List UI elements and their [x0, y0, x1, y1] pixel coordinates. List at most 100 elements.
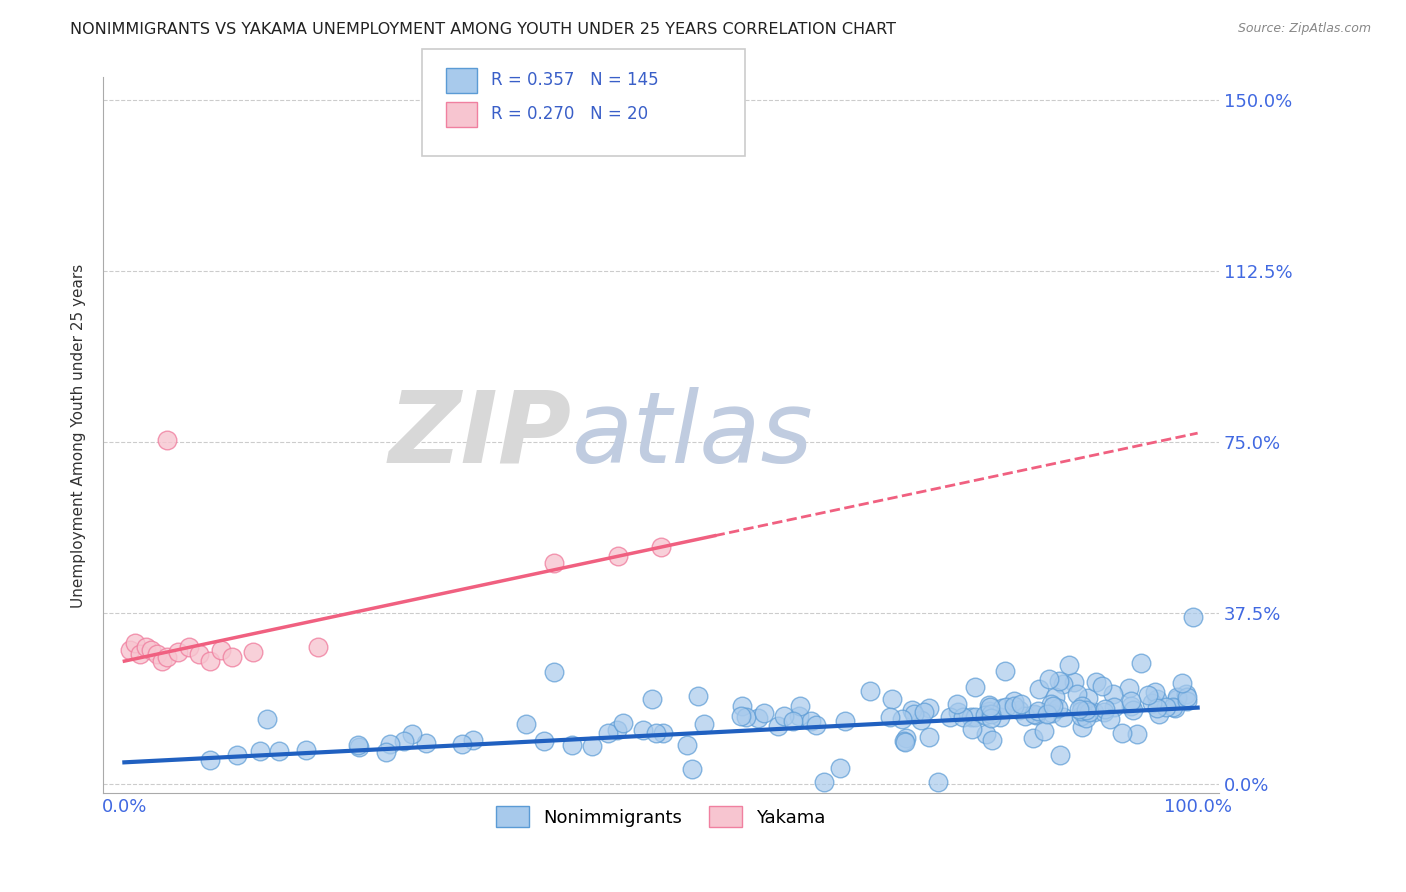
Point — [979, 698, 1001, 713]
Point — [804, 718, 827, 732]
Point — [256, 712, 278, 726]
Point — [945, 697, 967, 711]
Point — [675, 738, 697, 752]
Point — [1052, 677, 1074, 691]
Point — [1046, 701, 1069, 715]
Point — [901, 703, 924, 717]
Point — [1166, 690, 1188, 705]
Point — [543, 665, 565, 679]
Point — [515, 716, 537, 731]
Point — [156, 649, 179, 664]
Point — [988, 710, 1011, 724]
Point — [392, 734, 415, 748]
Point — [1121, 694, 1143, 708]
Point — [980, 707, 1002, 722]
Point — [612, 715, 634, 730]
Point — [965, 709, 987, 723]
Point — [135, 640, 157, 655]
Point — [1149, 707, 1171, 722]
Point — [894, 735, 917, 749]
Text: Source: ZipAtlas.com: Source: ZipAtlas.com — [1237, 22, 1371, 36]
Point — [1047, 674, 1070, 689]
Point — [782, 714, 804, 728]
Point — [1144, 685, 1167, 699]
Point — [963, 681, 986, 695]
Point — [633, 723, 655, 737]
Point — [1174, 687, 1197, 701]
Point — [1052, 710, 1074, 724]
Point — [249, 744, 271, 758]
Point — [1002, 699, 1025, 714]
Point — [789, 699, 811, 714]
Point — [813, 775, 835, 789]
Point — [1083, 705, 1105, 719]
Point — [177, 640, 200, 655]
Point — [145, 647, 167, 661]
Point — [766, 719, 789, 733]
Point — [225, 748, 247, 763]
Point — [1092, 705, 1115, 719]
Point — [859, 684, 882, 698]
Point — [1077, 691, 1099, 706]
Point — [1137, 688, 1160, 702]
Point — [209, 642, 232, 657]
Point — [893, 734, 915, 748]
Point — [156, 433, 179, 447]
Point — [960, 710, 983, 724]
Point — [150, 654, 173, 668]
Point — [1077, 705, 1099, 719]
Point — [415, 736, 437, 750]
Point — [894, 731, 917, 745]
Point — [974, 727, 997, 741]
Point — [463, 732, 485, 747]
Point — [731, 698, 754, 713]
Point — [1070, 704, 1092, 718]
Point — [952, 709, 974, 723]
Point — [977, 704, 1000, 718]
Point — [221, 649, 243, 664]
Point — [596, 726, 619, 740]
Point — [772, 709, 794, 723]
Point — [1007, 703, 1029, 717]
Point — [973, 708, 995, 723]
Point — [800, 714, 823, 728]
Point — [1070, 720, 1092, 734]
Point — [1028, 681, 1050, 696]
Point — [1074, 711, 1097, 725]
Point — [543, 556, 565, 570]
Point — [650, 540, 672, 554]
Point — [891, 712, 914, 726]
Point — [1040, 698, 1063, 712]
Point — [1074, 702, 1097, 716]
Point — [1119, 699, 1142, 714]
Point — [1164, 700, 1187, 714]
Point — [651, 725, 673, 739]
Point — [1021, 731, 1043, 746]
Point — [834, 714, 856, 729]
Point — [1010, 698, 1032, 712]
Point — [927, 775, 949, 789]
Point — [1146, 691, 1168, 706]
Point — [754, 706, 776, 720]
Point — [990, 700, 1012, 714]
Point — [1118, 681, 1140, 695]
Point — [789, 709, 811, 723]
Point — [200, 654, 222, 668]
Point — [980, 733, 1002, 747]
Point — [129, 647, 152, 661]
Point — [606, 723, 628, 737]
Point — [828, 760, 851, 774]
Point — [1057, 658, 1080, 673]
Point — [1177, 694, 1199, 708]
Point — [1175, 690, 1198, 704]
Point — [451, 737, 474, 751]
Text: atlas: atlas — [572, 387, 813, 483]
Point — [946, 705, 969, 719]
Point — [1022, 707, 1045, 722]
Point — [347, 740, 370, 755]
Point — [1063, 675, 1085, 690]
Point — [1126, 727, 1149, 741]
Point — [880, 691, 903, 706]
Point — [1154, 699, 1177, 714]
Point — [1166, 692, 1188, 706]
